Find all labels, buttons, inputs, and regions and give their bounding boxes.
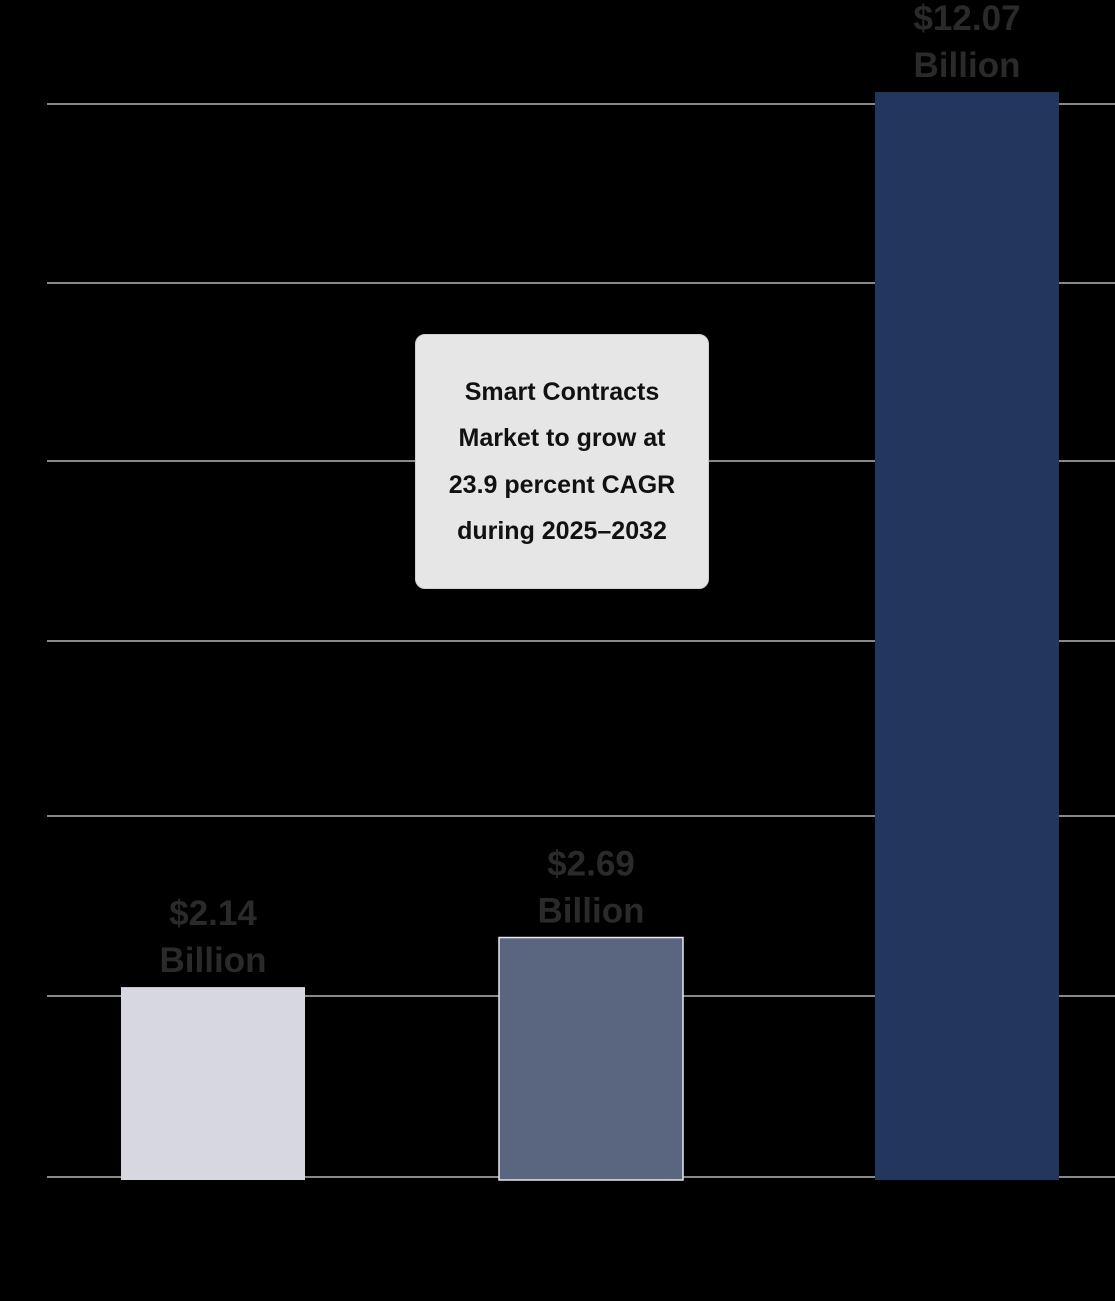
data-label-unit: Billion	[538, 892, 645, 931]
bar-2	[498, 936, 684, 1181]
data-label-value: $2.69	[547, 845, 635, 884]
data-label-value: $2.14	[169, 894, 257, 933]
bar-1	[121, 987, 305, 1180]
cagr-callout: Smart Contracts Market to grow at 23.9 p…	[415, 334, 709, 589]
cagr-callout-text: Smart Contracts Market to grow at 23.9 p…	[448, 377, 676, 546]
data-label-unit: Billion	[160, 941, 267, 980]
bar-3	[875, 92, 1059, 1180]
data-label-unit: Billion	[914, 46, 1021, 85]
data-label-value: $12.07	[913, 0, 1020, 38]
